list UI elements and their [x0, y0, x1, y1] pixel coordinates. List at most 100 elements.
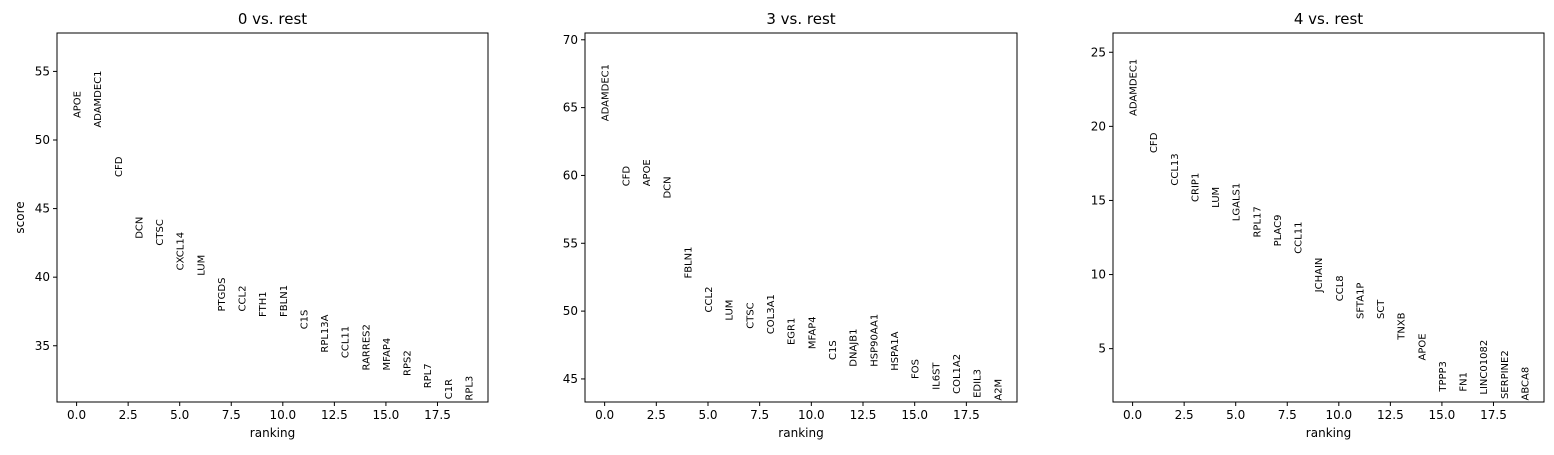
y-tick-label: 60: [563, 168, 578, 182]
gene-label: MFAP4: [807, 316, 818, 349]
gene-label: EDIL3: [973, 369, 984, 398]
gene-label: A2M: [993, 379, 1004, 401]
gene-label: COL1A2: [952, 354, 963, 394]
x-tick-label: 17.5: [953, 408, 980, 422]
gene-label: APOE: [1417, 333, 1428, 360]
y-tick-label: 20: [1091, 119, 1106, 133]
x-tick-label: 17.5: [424, 408, 451, 422]
gene-label: DCN: [663, 176, 674, 198]
panel-title: 4 vs. rest: [1294, 10, 1363, 28]
y-tick-label: 40: [35, 270, 50, 284]
y-tick-label: 45: [35, 202, 50, 216]
x-tick-label: 5.0: [698, 408, 717, 422]
y-tick-label: 50: [35, 133, 50, 147]
gene-label: CTSC: [155, 219, 166, 245]
panel-0: 0 vs. rest 0.0 2.5 5.0 7.5 10.0 12.5 15.0 17.5 35…: [13, 10, 489, 440]
y-tick-label: 70: [563, 33, 578, 47]
x-tick-label: 7.5: [750, 408, 769, 422]
gene-label: FN1: [1459, 372, 1470, 392]
x-tick-label: 12.5: [1377, 408, 1404, 422]
gene-label: C1R: [444, 379, 455, 399]
gene-label: DCN: [134, 217, 145, 239]
y-tick-label: 65: [563, 101, 578, 115]
gene-label: SCT: [1376, 299, 1387, 319]
gene-label: CFD: [621, 166, 632, 187]
gene-label: RPS2: [403, 350, 414, 376]
gene-label: LUM: [196, 255, 207, 276]
x-tick-label: 10.0: [1325, 408, 1352, 422]
x-axis-label: ranking: [778, 426, 823, 440]
x-tick-label: 2.5: [119, 408, 138, 422]
gene-label: EGR1: [787, 318, 798, 345]
gene-label: COL3A1: [766, 294, 777, 334]
panel-title: 0 vs. rest: [238, 10, 307, 28]
x-tick-label: 15.0: [1429, 408, 1456, 422]
gene-label: SFTA1P: [1355, 283, 1366, 320]
gene-label: ADAMDEC1: [93, 70, 104, 127]
x-tick-label: 0.0: [67, 408, 86, 422]
gene-label: PTGDS: [217, 278, 228, 312]
gene-label: HSP90AA1: [869, 314, 880, 367]
plot-frame: [1112, 32, 1545, 403]
gene-label: RPL17: [1252, 206, 1263, 237]
x-tick-label: 7.5: [1278, 408, 1297, 422]
y-tick-label: 55: [563, 236, 578, 250]
x-tick-label: 2.5: [647, 408, 666, 422]
y-tick-label: 55: [35, 64, 50, 78]
gene-label: SERPINE2: [1500, 350, 1511, 399]
gene-label: RPL7: [423, 363, 434, 388]
x-tick-label: 5.0: [1226, 408, 1245, 422]
gene-label: CCL2: [238, 286, 249, 312]
x-axis-label: ranking: [1306, 426, 1351, 440]
x-tick-label: 15.0: [373, 408, 400, 422]
gene-label: CCL2: [704, 287, 715, 313]
x-tick-label: 10.0: [269, 408, 296, 422]
plot-frame: [584, 32, 1018, 403]
gene-label: MFAP4: [382, 338, 393, 371]
gene-label: LUM: [1211, 187, 1222, 208]
gene-label: ADAMDEC1: [601, 64, 612, 121]
x-tick-label: 17.5: [1480, 408, 1507, 422]
gene-label: FBLN1: [279, 285, 290, 317]
gene-label: CTSC: [745, 302, 756, 328]
x-tick-label: 2.5: [1175, 408, 1194, 422]
x-axis-label: ranking: [250, 426, 295, 440]
gene-label: LGALS1: [1232, 183, 1243, 221]
gene-label: LUM: [725, 300, 736, 321]
gene-label: LINC01082: [1479, 340, 1490, 395]
x-tick-label: 10.0: [798, 408, 825, 422]
gene-label: C1S: [828, 340, 839, 360]
gene-label: JCHAIN: [1314, 258, 1325, 294]
gene-label: CCL13: [1170, 153, 1181, 185]
gene-label: TPPP3: [1438, 361, 1449, 393]
x-tick-label: 5.0: [170, 408, 189, 422]
gene-label: RPL13A: [320, 314, 331, 352]
gene-label: TNXB: [1397, 312, 1408, 340]
y-tick-label: 25: [1091, 45, 1106, 59]
y-tick-label: 15: [1091, 193, 1106, 207]
gene-label: DNAJB1: [849, 329, 860, 367]
gene-label: CXCL14: [176, 232, 187, 270]
panel-title: 3 vs. rest: [766, 10, 835, 28]
y-tick-label: 50: [563, 304, 578, 318]
panel-2: 4 vs. rest 0.0 2.5 5.0 7.5 10.0 12.5 15.0 17.5 5 1…: [1091, 10, 1545, 440]
panel-1: 3 vs. rest 0.0 2.5 5.0 7.5 10.0 12.5 15.0 17.5 45…: [563, 10, 1018, 440]
x-tick-label: 0.0: [1123, 408, 1142, 422]
y-tick-label: 35: [35, 339, 50, 353]
gene-label: RARRES2: [361, 324, 372, 370]
gene-label: RPL3: [464, 376, 475, 401]
gene-label: PLAC9: [1273, 215, 1284, 247]
y-tick-label: 5: [1098, 342, 1106, 356]
gene-label: CFD: [114, 156, 125, 177]
x-tick-label: 12.5: [321, 408, 348, 422]
y-tick-label: 45: [563, 372, 578, 386]
gene-label: CRIP1: [1190, 173, 1201, 202]
gene-label: FTH1: [258, 291, 269, 317]
gene-label: C1S: [299, 310, 310, 330]
gene-label: FOS: [911, 359, 922, 379]
gene-label: ABCA8: [1520, 367, 1531, 401]
y-tick-label: 10: [1091, 268, 1106, 282]
plot-frame: [56, 32, 489, 403]
gene-label: APOE: [642, 159, 653, 186]
